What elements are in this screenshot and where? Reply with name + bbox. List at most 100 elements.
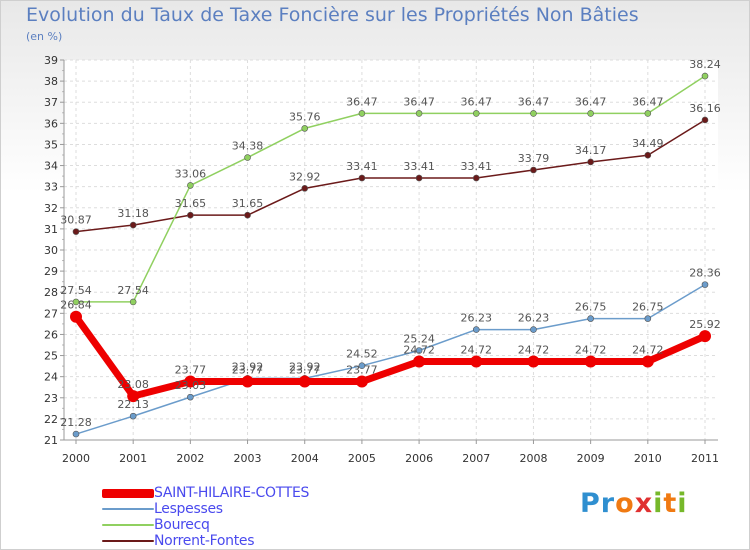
data-point xyxy=(587,158,594,166)
y-tick-label: 29 xyxy=(44,265,58,278)
data-point xyxy=(72,228,80,235)
series-line xyxy=(75,75,706,303)
logo-letter: t xyxy=(663,488,678,519)
data-point xyxy=(472,110,480,117)
data-label: 27.54 xyxy=(60,284,92,297)
x-tick-label: 2010 xyxy=(634,452,662,465)
data-label: 36.47 xyxy=(632,95,664,108)
data-label: 36.47 xyxy=(575,95,607,108)
legend-item: Lespesses xyxy=(98,501,358,518)
data-label: 24.72 xyxy=(461,343,493,356)
data-point xyxy=(358,110,366,117)
legend-label: Lespesses xyxy=(154,501,223,517)
data-label: 28.36 xyxy=(689,267,721,280)
data-point xyxy=(641,355,654,368)
data-label: 36.16 xyxy=(689,102,721,115)
data-point xyxy=(70,310,82,323)
data-label: 25.24 xyxy=(403,332,435,345)
x-tick-label: 2004 xyxy=(291,452,319,465)
data-label: 26.75 xyxy=(632,301,664,314)
data-point xyxy=(644,315,652,322)
legend-label: Bourecq xyxy=(154,517,210,533)
x-tick-label: 2000 xyxy=(62,452,90,465)
logo-letter: P xyxy=(580,488,601,519)
legend-label: SAINT-HILAIRE-COTTES xyxy=(154,485,310,501)
data-label: 23.77 xyxy=(346,364,378,377)
x-tick-label: 2007 xyxy=(462,452,490,465)
y-tick-label: 24 xyxy=(44,371,58,384)
legend-swatch xyxy=(102,489,154,498)
data-label: 21.28 xyxy=(60,416,92,429)
data-label: 34.38 xyxy=(232,140,264,153)
data-point xyxy=(244,211,251,219)
data-label: 25.92 xyxy=(689,318,721,331)
data-point xyxy=(699,330,711,343)
legend-label: Norrent-Fontes xyxy=(154,533,255,549)
data-point xyxy=(701,281,709,288)
data-point xyxy=(72,430,80,438)
data-point xyxy=(358,362,366,369)
data-point xyxy=(413,355,426,368)
y-tick-label: 35 xyxy=(44,138,58,151)
series-line xyxy=(72,313,709,400)
y-tick-label: 33 xyxy=(44,181,58,194)
x-tick-label: 2002 xyxy=(176,452,204,465)
data-point xyxy=(587,110,594,117)
data-label: 23.08 xyxy=(117,378,149,391)
data-point xyxy=(472,326,480,333)
data-label: 26.23 xyxy=(518,312,550,325)
legend-item: Bourecq xyxy=(98,517,358,534)
legend-swatch xyxy=(102,540,154,542)
y-tick-label: 22 xyxy=(44,413,58,426)
y-tick-label: 39 xyxy=(44,54,58,67)
data-label: 26.75 xyxy=(575,301,607,314)
y-tick-label: 23 xyxy=(44,392,58,405)
x-tick-label: 2001 xyxy=(119,452,147,465)
x-tick-label: 2009 xyxy=(577,452,605,465)
data-label: 32.92 xyxy=(289,170,321,183)
legend-item: SAINT-HILAIRE-COTTES xyxy=(98,485,358,502)
data-point xyxy=(187,393,194,401)
data-label: 24.72 xyxy=(403,343,435,356)
logo-letter: i xyxy=(653,488,664,519)
y-tick-label: 27 xyxy=(44,307,58,320)
data-point xyxy=(530,110,537,117)
logo-letter: x xyxy=(634,488,654,519)
data-point xyxy=(644,151,652,159)
data-point xyxy=(415,347,423,354)
data-point xyxy=(644,110,652,117)
data-label: 26.23 xyxy=(461,312,493,325)
chart-legend: SAINT-HILAIRE-COTTES Lespesses Bourecq N… xyxy=(98,485,358,550)
data-label: 23.77 xyxy=(232,364,264,377)
data-label: 33.06 xyxy=(175,167,207,180)
data-point xyxy=(472,174,480,182)
proxiti-logo: Proxiti xyxy=(580,488,688,519)
chart-subtitle: (en %) xyxy=(26,30,63,43)
series-line xyxy=(75,119,706,233)
y-tick-label: 31 xyxy=(44,223,58,236)
data-point xyxy=(129,412,137,420)
data-label: 36.47 xyxy=(518,95,550,108)
data-point xyxy=(530,326,537,333)
legend-swatch xyxy=(102,524,154,526)
data-label: 31.65 xyxy=(232,197,264,210)
data-label: 38.24 xyxy=(689,58,721,71)
data-point xyxy=(184,375,197,388)
y-tick-label: 28 xyxy=(44,286,58,299)
data-point xyxy=(358,174,366,182)
data-label: 33.79 xyxy=(518,152,550,165)
data-point xyxy=(701,116,709,124)
data-label: 30.87 xyxy=(60,214,92,227)
data-label: 23.92 xyxy=(289,360,321,373)
y-tick-label: 25 xyxy=(44,350,58,363)
data-label: 23.77 xyxy=(175,364,207,377)
x-tick-label: 2011 xyxy=(691,452,719,465)
logo-letter: i xyxy=(677,488,688,519)
data-label: 36.47 xyxy=(461,95,493,108)
data-point xyxy=(355,375,368,388)
data-point xyxy=(301,125,309,132)
data-label: 31.65 xyxy=(175,197,207,210)
data-point xyxy=(72,298,80,306)
y-tick-label: 37 xyxy=(44,96,58,109)
